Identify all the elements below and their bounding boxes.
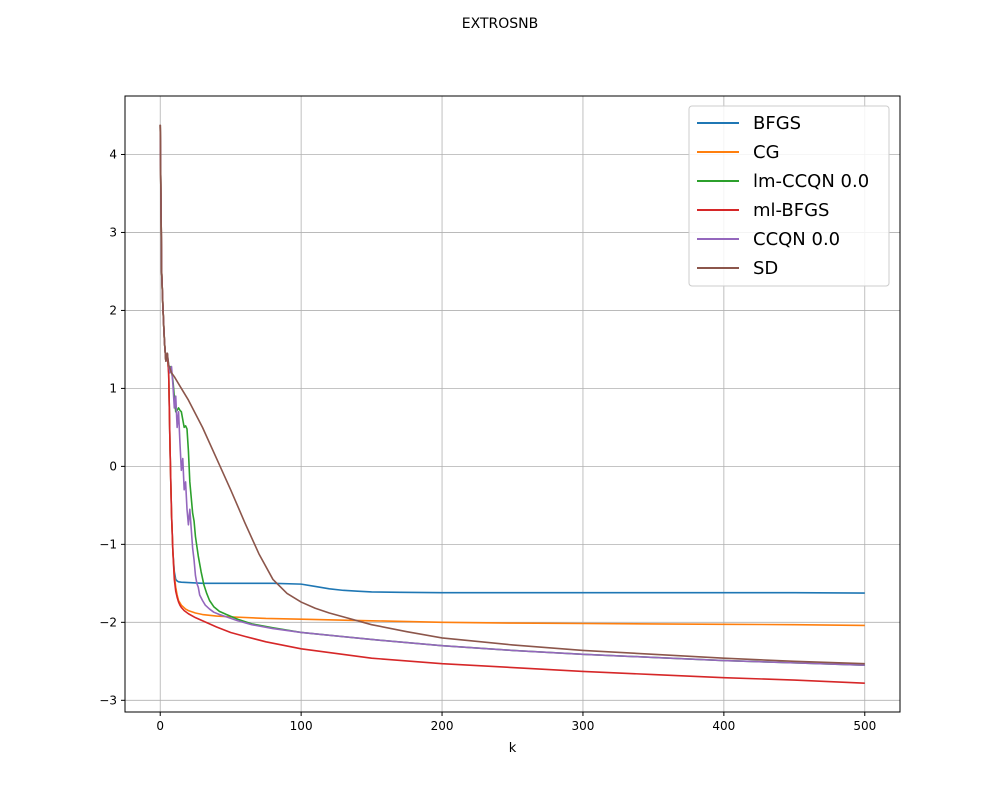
chart-title: EXTROSNB [462,16,538,32]
x-tick-label: 100 [290,719,313,733]
series-line-ccqn-0-0 [159,124,865,667]
x-tick-label: 300 [572,719,595,733]
y-tick-label: 4 [109,147,117,161]
y-tick-label: −1 [99,537,117,551]
legend-label: BFGS [753,113,801,134]
legend-label: CCQN 0.0 [753,229,840,250]
legend-label: lm-CCQN 0.0 [753,171,869,192]
y-tick-label: 0 [109,459,117,473]
legend: BFGS CG lm-CCQN 0.0 ml-BFGS CCQN 0.0 SD [688,105,890,287]
x-axis-label: k [509,741,517,756]
x-tick-label: 200 [431,719,454,733]
series-line-sd [159,124,865,665]
y-tick-label: −2 [99,615,117,629]
axis-ticks: 0 100 200 300 400 500 −3 −2 −1 0 1 2 3 4 [99,147,876,733]
x-tick-label: 0 [156,719,164,733]
legend-label: ml-BFGS [753,200,829,221]
series-layer [159,124,865,684]
plot-area-frame [124,95,901,713]
x-tick-label: 500 [853,719,876,733]
legend-label: SD [753,258,778,279]
x-tick-label: 400 [712,719,735,733]
y-tick-label: 1 [109,381,117,395]
y-tick-label: 2 [109,303,117,317]
y-tick-label: 3 [109,225,117,239]
y-tick-label: −3 [99,693,117,707]
legend-label: CG [753,142,780,163]
